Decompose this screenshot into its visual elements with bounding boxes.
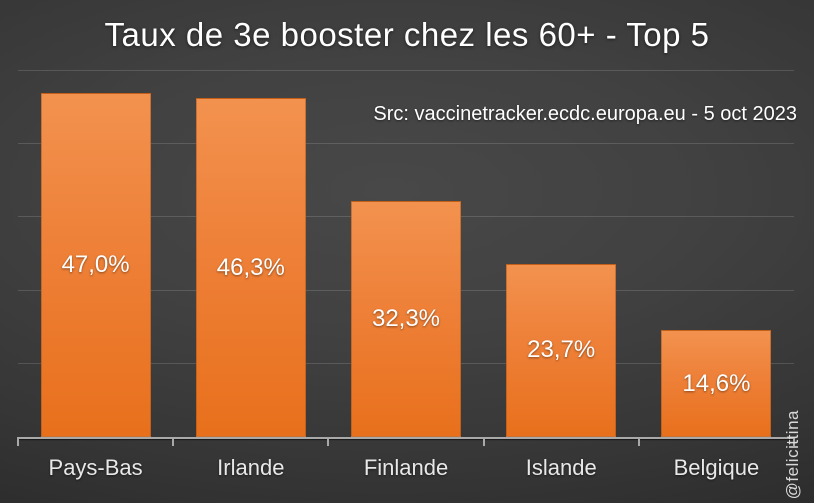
axis-tick-4 (637, 437, 640, 446)
gridline-50 (18, 70, 794, 71)
axis-tick-3 (482, 437, 485, 446)
category-label-islande: Islande (525, 455, 597, 480)
axis-tick-2 (327, 437, 330, 446)
category-axis-labels: Pays-Bas Irlande Finlande Islande Belgique (18, 455, 794, 481)
axis-tick-5 (793, 437, 795, 446)
bar-value-label-islande: 23,7% (527, 336, 596, 364)
chart-title: Taux de 3e booster chez les 60+ - Top 5 (104, 16, 710, 53)
category-label-finlande: Finlande (363, 455, 449, 480)
bar-value-label-belgique: 14,6% (682, 369, 751, 397)
source-note: Src: vaccinetracker.ecdc.europa.eu - 5 o… (373, 103, 797, 125)
bar-column-belgique: 14,6% (639, 71, 794, 437)
gridline-40 (18, 143, 794, 145)
category-label-belgique: Belgique (673, 455, 760, 480)
bar-irlande: 46,3% (195, 98, 306, 437)
bar-belgique: 14,6% (661, 330, 772, 437)
bar-column-islande: 23,7% (484, 71, 639, 437)
bar-column-pays-bas: 47,0% (18, 71, 173, 437)
axis-tick-1 (172, 437, 175, 446)
category-label-pays-bas: Pays-Bas (48, 455, 143, 480)
bar-finlande: 32,3% (351, 200, 461, 437)
bar-pays-bas: 47,0% (40, 92, 151, 437)
axis-tick-0 (17, 437, 19, 446)
bar-value-label-irlande: 46,3% (216, 253, 285, 281)
bars-row: 47,0% 46,3% 32,3% 23,7% 14,6% (18, 71, 794, 437)
bar-islande: 23,7% (506, 263, 617, 437)
category-label-irlande: Irlande (217, 455, 285, 480)
bar-column-finlande: 32,3% (328, 71, 483, 437)
bar-value-label-pays-bas: 47,0% (61, 250, 130, 278)
bar-column-irlande: 46,3% (173, 71, 328, 437)
plot-area: 47,0% 46,3% 32,3% 23,7% 14,6% (18, 70, 794, 437)
watermark-credit: @felicittina (783, 409, 802, 499)
x-axis-line (17, 437, 795, 439)
bar-value-label-finlande: 32,3% (371, 304, 441, 332)
